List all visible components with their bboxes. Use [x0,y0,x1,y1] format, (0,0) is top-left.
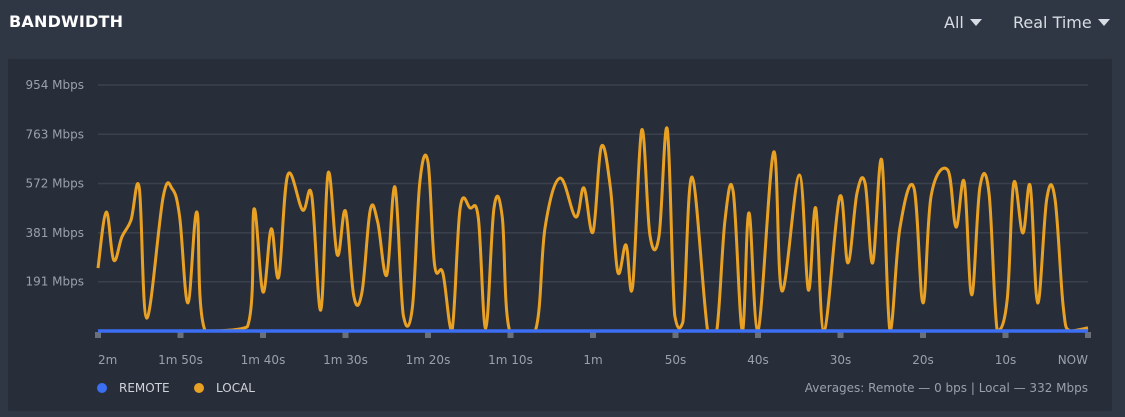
legend-local[interactable]: LOCAL [194,381,255,395]
x-tick-label: 1m 50s [158,353,203,367]
x-tick-mark [672,332,679,338]
x-tick-label: 2m [98,353,117,367]
caret-down-icon [969,19,982,26]
x-tick-label: 10s [995,353,1017,367]
x-tick-label: 20s [912,353,934,367]
x-tick-mark [590,332,596,338]
legend-remote-label: REMOTE [119,381,170,395]
x-tick-mark [837,332,844,338]
local-dot-icon [194,383,204,393]
x-tick-label: 1m 30s [323,353,368,367]
x-tick-mark [260,332,266,338]
x-tick-mark [425,332,431,338]
x-tick-mark [177,332,184,338]
x-tick-mark [755,332,761,338]
x-tick-label: 30s [830,353,852,367]
caret-down-icon [1097,19,1110,26]
x-tick-label: 1m 40s [241,353,286,367]
range-value: Real Time [1013,13,1092,32]
range-dropdown[interactable]: Real Time [1013,13,1110,32]
legend-remote[interactable]: REMOTE [97,381,170,395]
x-tick-label: 1m 20s [406,353,451,367]
x-tick-label: 1m [583,353,602,367]
y-tick-label: 381 Mbps [25,226,84,240]
x-tick-label: 50s [665,353,687,367]
legend-local-label: LOCAL [216,381,255,395]
y-tick-label: 763 Mbps [25,127,84,141]
page-title: BANDWIDTH [9,12,124,31]
local-series-line [96,126,1089,333]
x-tick-mark [507,332,514,338]
filter-value: All [944,13,964,32]
x-tick-mark [1085,332,1091,338]
x-tick-mark [1002,332,1009,338]
averages-text: Averages: Remote — 0 bps | Local — 332 M… [804,381,1088,395]
x-tick-mark [920,332,926,338]
x-tick-label: 40s [747,353,769,367]
filter-dropdown[interactable]: All [944,13,982,32]
x-tick-mark [342,332,349,338]
y-tick-label: 954 Mbps [25,78,84,92]
x-tick-label: NOW [1058,353,1088,367]
y-tick-label: 572 Mbps [25,177,84,191]
x-tick-mark [95,332,101,338]
remote-dot-icon [97,383,107,393]
x-tick-label: 1m 10s [488,353,533,367]
y-tick-label: 191 Mbps [25,275,84,289]
